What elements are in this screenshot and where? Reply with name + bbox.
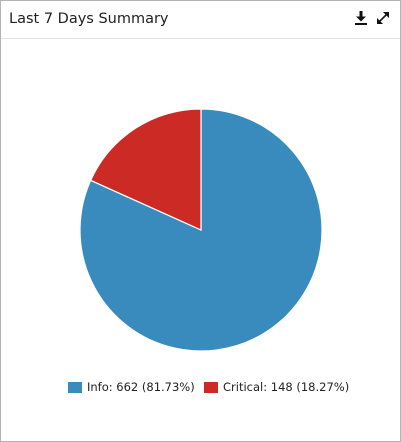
legend-swatch-info [68,381,82,393]
panel-title: Last 7 Days Summary [9,11,169,27]
legend-item-critical[interactable]: Critical: 148 (18.27%) [204,377,349,397]
legend-item-info[interactable]: Info: 662 (81.73%) [68,377,195,397]
expand-icon[interactable] [375,10,391,26]
legend-label-critical: Critical: 148 (18.27%) [223,380,350,394]
legend-label-info: Info: 662 (81.73%) [87,380,195,394]
pie-slice-critical[interactable] [89,108,202,231]
panel-header: Last 7 Days Summary [1,1,400,39]
pie-chart [79,108,323,352]
download-icon[interactable] [353,10,369,26]
legend-swatch-critical [204,381,218,393]
chart-legend: Info: 662 (81.73%) Critical: 148 (18.27%… [1,377,400,397]
